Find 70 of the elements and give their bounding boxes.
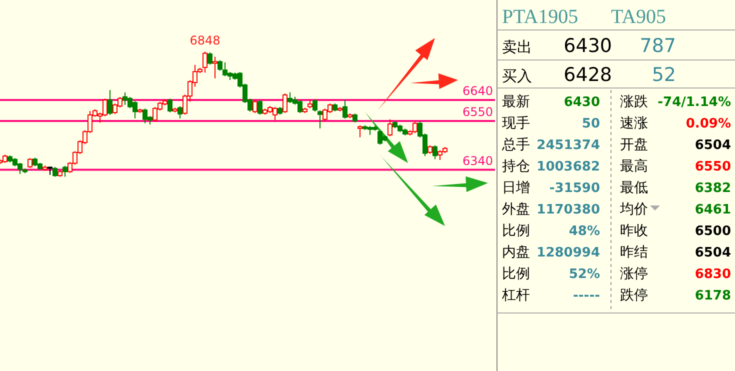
candlestick bbox=[52, 166, 58, 178]
text: 52% bbox=[568, 267, 600, 282]
text: 6461 bbox=[694, 202, 731, 218]
ref-line-label: 6550 bbox=[462, 104, 493, 119]
text: 2451374 bbox=[536, 138, 600, 153]
candlestick bbox=[108, 90, 112, 116]
text: 开盘 bbox=[620, 137, 648, 153]
candlestick bbox=[168, 98, 172, 113]
text: 6504 bbox=[694, 138, 731, 153]
text: 跌停 bbox=[620, 288, 648, 304]
text: 6504 bbox=[694, 246, 731, 260]
text: ----- bbox=[573, 288, 600, 304]
text: 涨跌 bbox=[620, 94, 648, 110]
text: 外盘 bbox=[502, 202, 530, 218]
candlestick bbox=[358, 124, 362, 138]
text: 持仓 bbox=[502, 158, 530, 174]
text: -74/1.14% bbox=[658, 95, 731, 110]
text: TA905 bbox=[611, 6, 666, 28]
text: PTA1905 bbox=[502, 6, 578, 28]
text: 6382 bbox=[694, 181, 731, 196]
text: 杠杆 bbox=[501, 288, 530, 304]
text: 6500 bbox=[694, 224, 731, 239]
text: 卖出 bbox=[502, 38, 532, 56]
text: 0.09% bbox=[686, 116, 731, 132]
text: 6430 bbox=[564, 35, 612, 57]
text: 现手 bbox=[502, 116, 530, 132]
candlestick bbox=[178, 106, 182, 119]
text: 6830 bbox=[694, 267, 731, 282]
text: 6178 bbox=[694, 288, 731, 304]
text: 最新 bbox=[502, 94, 530, 110]
text: 内盘 bbox=[502, 244, 530, 260]
candlestick bbox=[432, 144, 438, 160]
text: 比例 bbox=[502, 223, 530, 239]
text: 1280994 bbox=[536, 246, 600, 260]
candlestick bbox=[312, 98, 318, 112]
text: 1003682 bbox=[536, 160, 600, 174]
text: 买入 bbox=[502, 67, 532, 85]
text: 最高 bbox=[620, 158, 648, 174]
text: 48% bbox=[568, 224, 600, 239]
candlestick bbox=[28, 158, 32, 168]
text: 昨结 bbox=[620, 244, 648, 260]
text: 速涨 bbox=[620, 116, 648, 132]
text: 787 bbox=[640, 35, 676, 57]
text: 比例 bbox=[502, 266, 530, 282]
text: 均价 bbox=[619, 202, 648, 218]
ref-line-label: 6640 bbox=[462, 84, 493, 98]
text: 1170380 bbox=[536, 202, 600, 218]
text: 涨停 bbox=[620, 266, 648, 282]
text: 6430 bbox=[564, 95, 600, 110]
annotation: 6848 bbox=[190, 34, 220, 48]
text: 日增 bbox=[502, 180, 530, 196]
candlestick bbox=[62, 165, 68, 178]
candlestick bbox=[212, 56, 218, 79]
candlestick bbox=[252, 100, 258, 114]
candlestick bbox=[282, 93, 288, 114]
text: 最低 bbox=[620, 180, 648, 196]
candlestick bbox=[318, 110, 322, 129]
text: 52 bbox=[652, 64, 676, 86]
candlestick bbox=[202, 51, 208, 74]
text: 总手 bbox=[501, 137, 530, 153]
text: 昨收 bbox=[620, 223, 648, 239]
ref-line-label: 6340 bbox=[462, 154, 493, 168]
candlestick bbox=[388, 118, 392, 137]
text: 6550 bbox=[694, 160, 731, 174]
text: 6428 bbox=[564, 64, 612, 86]
candlestick bbox=[258, 100, 262, 116]
text: 50 bbox=[582, 116, 600, 132]
text: -31590 bbox=[549, 181, 600, 196]
candlestick bbox=[342, 100, 348, 120]
candlestick bbox=[208, 52, 212, 66]
